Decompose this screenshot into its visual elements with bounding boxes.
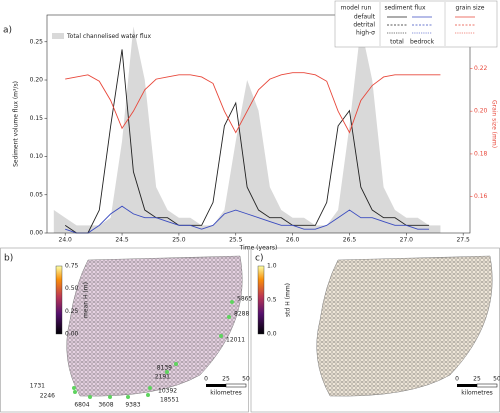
line xyxy=(64,49,430,234)
node-marker xyxy=(73,390,77,394)
map-b xyxy=(55,255,243,397)
panel-label: a) xyxy=(3,26,12,36)
panel-label: b) xyxy=(4,254,13,264)
y2-tick-label: 0.20 xyxy=(474,108,488,115)
node-marker xyxy=(126,395,130,399)
node-label: 8139 xyxy=(157,365,172,372)
panel-frame xyxy=(0,247,249,413)
x-tick-label: 25.5 xyxy=(229,237,243,244)
x-tick-label: 26.5 xyxy=(343,237,357,244)
node-marker xyxy=(72,386,76,390)
legend-header: model run xyxy=(341,5,372,12)
y2-tick-label: 0.18 xyxy=(474,150,488,157)
scale-bar xyxy=(457,384,477,387)
scale-bar-unit: kilometres xyxy=(210,390,242,397)
node-marker xyxy=(174,362,178,366)
node-label: 2246 xyxy=(40,393,55,400)
legend-swatch xyxy=(52,33,64,39)
colorbar-tick-label: 0.75 xyxy=(65,263,79,270)
node-label: 3608 xyxy=(98,402,113,409)
scale-bar-unit: kilometres xyxy=(461,390,493,397)
legend-label: total xyxy=(390,39,404,46)
legend-box xyxy=(334,0,498,48)
node-marker xyxy=(227,315,231,319)
legend-row-label: default xyxy=(354,14,376,21)
node-marker xyxy=(219,334,223,338)
x-tick-label: 24.5 xyxy=(115,237,129,244)
scale-bar xyxy=(225,383,247,388)
colorbar-tick-label: 0.5 xyxy=(267,297,277,304)
legend-row-label: detrital xyxy=(353,22,375,29)
legend-row-label: high-σ xyxy=(356,30,375,37)
panel-label: c) xyxy=(255,254,263,264)
node-label: 1731 xyxy=(30,383,45,390)
x-tick-label: 25.0 xyxy=(172,237,186,244)
legend-label: Total channelised water flux xyxy=(66,33,151,40)
node-marker xyxy=(108,395,112,399)
colorbar-tick-label: 0.0 xyxy=(267,331,277,338)
scale-bar-label: 0 xyxy=(455,376,459,383)
y-tick-label: 0.05 xyxy=(30,191,44,198)
x-tick-label: 27.5 xyxy=(456,237,470,244)
x-tick-label: 27.0 xyxy=(400,237,414,244)
node-label: 10392 xyxy=(158,388,177,395)
legend-header: sediment flux xyxy=(384,5,425,12)
scale-bar-label: 25 xyxy=(473,376,481,383)
y-tick-label: 0.00 xyxy=(30,230,44,237)
node-label: 2191 xyxy=(155,374,170,381)
scale-bar-label: 50 xyxy=(493,376,500,383)
colorbar-title: mean H (m) xyxy=(83,282,90,318)
y2-axis-label: Grain size (mm) xyxy=(491,100,498,148)
legend-header: grain size xyxy=(456,5,485,12)
line xyxy=(65,72,441,134)
node-label: 8288 xyxy=(234,311,249,318)
scale-bar-label: 25 xyxy=(222,376,230,383)
colorbar-tick-label: 0.50 xyxy=(65,285,79,292)
colorbar-tick-label: 1.0 xyxy=(267,263,277,270)
scale-bar xyxy=(206,384,226,387)
y2-tick-label: 0.16 xyxy=(474,193,488,200)
node-marker xyxy=(148,386,152,390)
line xyxy=(65,205,430,234)
node-marker xyxy=(230,300,234,304)
node-marker xyxy=(88,395,92,399)
x-tick-label: 26.0 xyxy=(286,237,300,244)
scale-bar xyxy=(476,383,498,388)
colorbar-title: std H (mm) xyxy=(285,283,292,317)
y-tick-label: 0.25 xyxy=(30,38,44,45)
y-tick-label: 0.20 xyxy=(30,77,44,84)
x-axis-label: Time (years) xyxy=(239,245,278,252)
scale-bar-label: 50 xyxy=(242,376,250,383)
colorbar-tick-label: 0.00 xyxy=(65,331,79,338)
x-tick-label: 24.0 xyxy=(59,237,73,244)
legend-label: bedrock xyxy=(410,39,435,46)
scale-bar-label: 0 xyxy=(204,376,208,383)
node-label: 12011 xyxy=(226,337,245,344)
node-label: 6804 xyxy=(74,402,89,409)
map-c xyxy=(257,255,493,397)
node-marker xyxy=(146,393,150,397)
area xyxy=(53,26,441,234)
node-label: 18551 xyxy=(160,397,179,404)
node-marker xyxy=(165,370,169,374)
y-axis-label: Sediment volume flux (m³/s) xyxy=(13,81,20,167)
y2-tick-label: 0.22 xyxy=(474,65,488,72)
y-tick-label: 0.10 xyxy=(30,153,44,160)
y-tick-label: 0.15 xyxy=(30,115,44,122)
plot-frame xyxy=(46,14,471,234)
node-label: 5865 xyxy=(237,296,252,303)
node-label: 9383 xyxy=(125,402,140,409)
colorbar-tick-label: 0.25 xyxy=(65,308,79,315)
